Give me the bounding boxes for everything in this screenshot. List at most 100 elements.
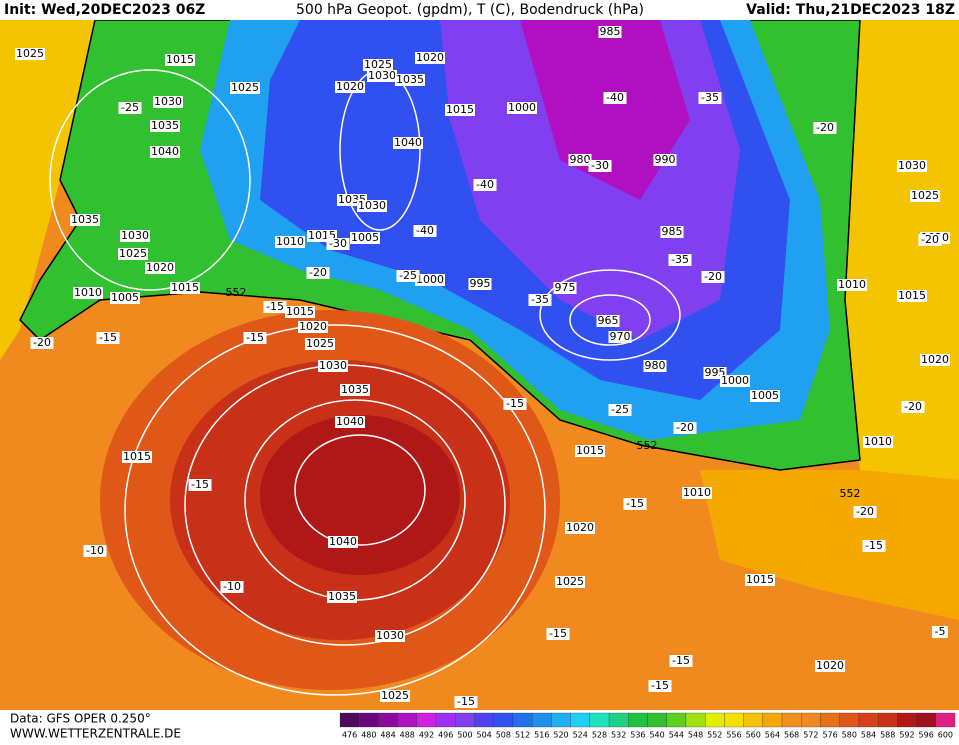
label-box [165,54,195,66]
temperature-label: -15 [865,539,883,552]
site: WWW.WETTERZENTRALE.DE [10,727,181,741]
label-box [375,630,405,642]
isobar-label: 1010 [864,435,892,448]
label-box [837,279,867,291]
colorbar-label: 532 [611,731,626,740]
colorbar-swatch [685,712,706,728]
label-box [918,234,942,246]
label-box [153,96,183,108]
label-box [318,360,348,372]
label-box [367,70,397,82]
temperature-label: -20 [704,270,722,283]
label-box [335,416,365,428]
isobar-label: 1015 [286,305,314,318]
colorbar-swatch [359,712,379,728]
label-box [363,59,393,71]
temperature-label: -30 [591,159,609,172]
colorbar-label: 504 [477,731,492,740]
label-box [243,332,267,344]
temperature-label: -20 [904,400,922,413]
label-box [660,226,684,238]
colorbar-swatch [839,712,860,728]
label-box [553,282,577,294]
colorbar-swatch [628,712,648,728]
colorbar-label: 580 [842,731,857,740]
label-box [298,321,328,333]
isobar-label: 1040 [151,145,179,158]
colorbar-label: 600 [938,731,953,740]
label-box [118,102,142,114]
label-box [328,536,358,548]
label-box [473,179,497,191]
label-box [110,292,140,304]
isobar-label: 1030 [358,199,386,212]
label-box [503,398,527,410]
colorbar-label: 496 [438,731,453,740]
label-box [623,498,647,510]
colorbar-swatch [339,712,360,728]
temperature-label: -15 [266,300,284,313]
colorbar-swatch [877,712,898,728]
label-box [910,190,940,202]
label-box [396,270,420,282]
colorbar: 476 480 484 488 492 496 500 504 508 512 516 520 524 5… [339,712,956,740]
isobar-label: 1030 [154,95,182,108]
colorbar-label: 572 [803,731,818,740]
isobar-label: 995 [470,277,491,290]
colorbar-label: 520 [553,731,568,740]
isobar-label: 1025 [231,81,259,94]
colorbar-swatch [416,712,437,728]
isobar-label: 1035 [396,73,424,86]
label-box [528,294,552,306]
label-box [335,81,365,93]
temperature-label: -25 [121,101,139,114]
label-box [73,287,103,299]
colorbar-label: 596 [919,731,934,740]
isobar-label: 1015 [446,103,474,116]
label-box [575,445,605,457]
warm-area [840,20,959,480]
temperature-label: -5 [935,625,946,638]
label-box [750,390,780,402]
isobar-label: 1020 [921,353,949,366]
isobar-label: 1025 [381,689,409,702]
temperature-label: -40 [606,91,624,104]
isobar-label: 1015 [166,53,194,66]
label-box [220,581,244,593]
isobar [124,324,546,696]
label-box [170,282,200,294]
label-box [393,137,423,149]
colorbar-swatch [455,712,475,728]
label-box [608,404,632,416]
isobar-label: 1015 [123,450,151,463]
temperature-label: -20 [921,233,939,246]
temperature-label: -20 [33,336,51,349]
isobar-label: 1030 [368,69,396,82]
isobar-label: 1000 [508,101,536,114]
colorbar-label: 512 [515,731,530,740]
label-box [932,626,948,638]
isobar-label: 990 [655,153,676,166]
colorbar-swatch [512,712,533,728]
colorbar-swatch [666,712,687,728]
colorbar-swatch [820,712,840,728]
label-box [454,696,478,708]
label-box [395,74,425,86]
label-box [70,214,100,226]
height-label: 552 [637,439,658,452]
label-box [920,354,950,366]
label-box [96,332,120,344]
colorbar-swatch [378,712,398,728]
isobar-label: 1010 [838,278,866,291]
label-box [145,262,175,274]
isobar-label: 1020 [146,261,174,274]
temperature-label: -30 [329,237,347,250]
valid-time: Valid: Thu,21DEC2023 18Z [746,2,955,18]
label-box [15,48,45,60]
label-box [588,160,612,172]
temperature-label: -40 [476,178,494,191]
temperature-label: -15 [672,654,690,667]
colorbar-swatch [435,712,456,728]
header-bar [0,0,959,20]
label-box [188,479,212,491]
